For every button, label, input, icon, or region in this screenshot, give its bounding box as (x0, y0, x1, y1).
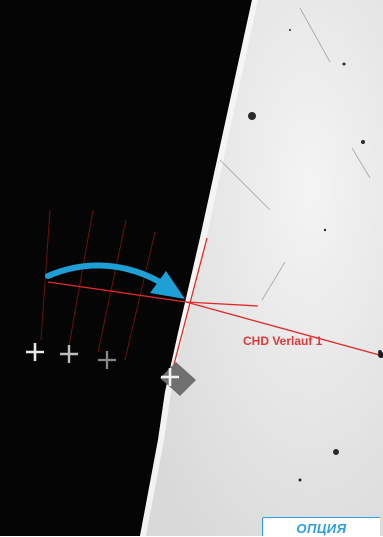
surface-specks (248, 29, 382, 482)
measurement-label[interactable]: CHD Verlauf 1 (243, 334, 323, 348)
option-badge: ОПЦИЯ (262, 517, 380, 536)
option-badge-label: ОПЦИЯ (296, 521, 347, 536)
sample-surface[interactable] (140, 0, 383, 536)
curved-arrow-icon (45, 262, 185, 299)
surface-scratches (219, 7, 371, 301)
measurement-lines[interactable] (47, 237, 383, 373)
crosshair-marker-icon[interactable] (98, 351, 116, 369)
measurement-endpoint[interactable] (378, 352, 383, 358)
crosshair-marker-icon[interactable] (26, 343, 44, 361)
crosshair-marker-icon[interactable] (60, 345, 78, 363)
active-marker-icon[interactable] (160, 362, 196, 396)
